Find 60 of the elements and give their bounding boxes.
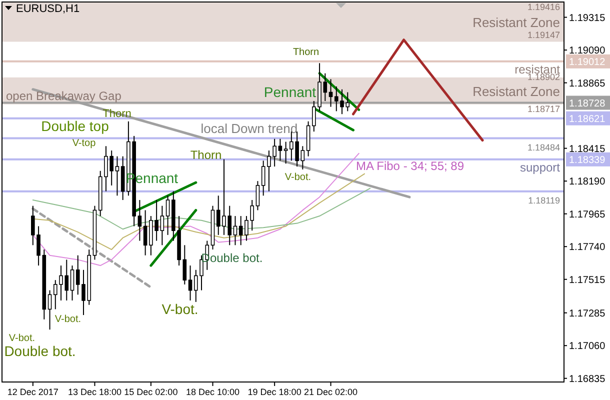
candlestick bbox=[115, 156, 120, 196]
annotation: Thorn bbox=[190, 148, 222, 162]
y-tick-label: 1.16835 bbox=[569, 374, 606, 385]
y-tick-label: 1.18190 bbox=[569, 176, 606, 188]
y-tick-label: 1.17740 bbox=[569, 242, 606, 254]
annotation: Double bot. bbox=[4, 343, 76, 359]
y-tick-label: 1.17060 bbox=[569, 341, 606, 352]
candlestick bbox=[143, 210, 148, 256]
annotation: 1.18717 bbox=[527, 104, 560, 114]
y-tick-label: 1.19012 bbox=[569, 56, 606, 68]
ref-line-label: 1.18484 bbox=[527, 142, 560, 152]
annotation: V-bot. bbox=[54, 314, 82, 325]
candlestick bbox=[233, 216, 238, 246]
x-tick-label: 12 Dec 2017 bbox=[7, 387, 58, 397]
y-tick-label: 1.17965 bbox=[569, 209, 606, 220]
candlestick bbox=[166, 195, 170, 236]
candlestick bbox=[188, 265, 192, 301]
annotation: V-bot. bbox=[8, 333, 36, 344]
candlestick bbox=[160, 205, 164, 246]
candlestick bbox=[70, 265, 74, 301]
y-tick-label: 1.18339 bbox=[569, 154, 606, 166]
annotation: Double top bbox=[41, 118, 110, 134]
candlestick bbox=[328, 78, 333, 108]
band-label: Resistant Zone bbox=[472, 84, 560, 99]
line-series bbox=[32, 173, 365, 250]
x-tick-label: 21 Dec 02:00 bbox=[304, 387, 358, 397]
annotation: Thorn bbox=[102, 108, 132, 120]
annotation: V-top bbox=[72, 138, 96, 149]
y-tick-label: 1.18865 bbox=[569, 78, 606, 90]
candlestick bbox=[284, 141, 288, 164]
candlestick bbox=[278, 138, 282, 162]
y-tick-label: 1.17515 bbox=[569, 274, 606, 286]
annotation: 1.18902 bbox=[527, 72, 560, 82]
annotation: Pennant bbox=[264, 84, 316, 100]
x-tick-label: 13 Dec 18:00 bbox=[68, 387, 122, 397]
x-tick-label: 19 Dec 18:00 bbox=[248, 387, 302, 397]
series-label: local Down trend bbox=[200, 121, 298, 136]
annotation: V-bot. bbox=[162, 301, 198, 317]
annotation: 1.19147 bbox=[527, 30, 560, 40]
ref-line-label: support bbox=[520, 160, 561, 174]
y-tick-label: 1.18415 bbox=[569, 144, 606, 155]
band-label: Resistant Zone bbox=[472, 15, 560, 30]
x-tick-label: 15 Dec 02:00 bbox=[124, 387, 178, 397]
annotation: V-bot. bbox=[284, 172, 312, 183]
candlestick bbox=[300, 146, 305, 170]
annotation: MA Fibo - 34; 55; 89 bbox=[356, 159, 464, 173]
ref-line-label: 1.18119 bbox=[528, 195, 560, 206]
chart-title: EURUSD,H1 bbox=[16, 3, 80, 15]
y-tick-label: 1.18621 bbox=[569, 114, 606, 125]
candlestick bbox=[256, 180, 260, 211]
candlestick bbox=[261, 160, 266, 196]
x-tick-label: 18 Dec 10:00 bbox=[186, 387, 240, 397]
annotation: 1.19416 bbox=[527, 2, 560, 12]
y-tick-label: 1.19090 bbox=[569, 46, 606, 57]
annotation: Thorn bbox=[292, 47, 320, 58]
candlestick bbox=[48, 290, 52, 330]
y-tick-label: 1.18728 bbox=[569, 98, 606, 110]
candlestick bbox=[138, 200, 142, 242]
y-tick-label: 1.17285 bbox=[569, 308, 606, 320]
y-tick-label: 1.19315 bbox=[569, 12, 606, 24]
